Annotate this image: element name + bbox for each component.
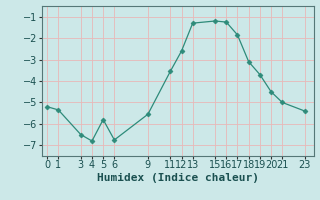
X-axis label: Humidex (Indice chaleur): Humidex (Indice chaleur) — [97, 173, 259, 183]
